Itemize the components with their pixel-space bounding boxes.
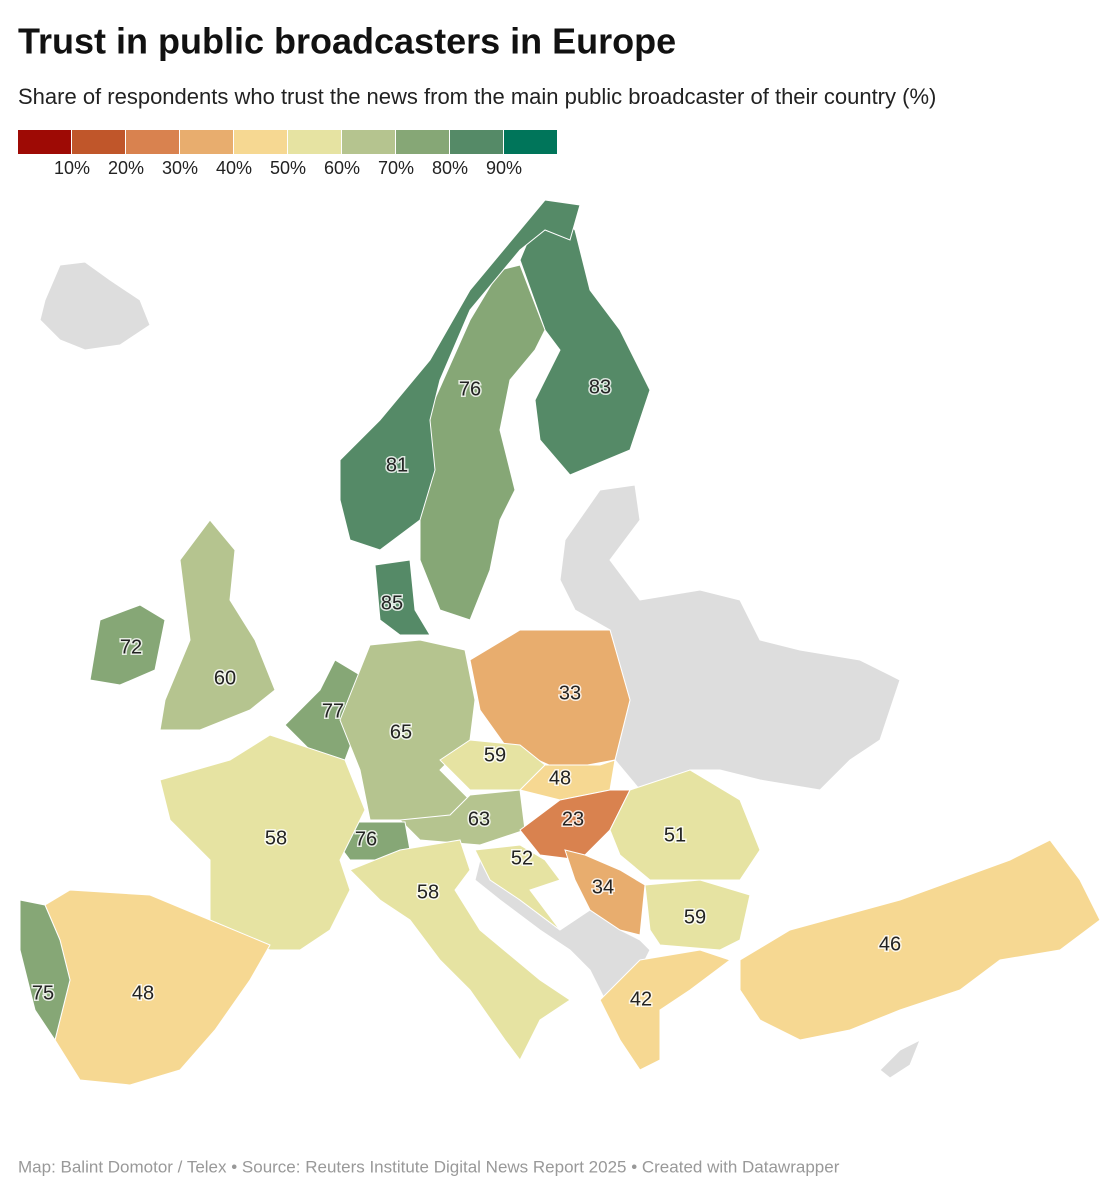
country-value: 65 — [390, 721, 412, 743]
country — [739, 839, 1101, 1041]
country-value: 59 — [684, 906, 706, 928]
country-value: 48 — [132, 982, 154, 1004]
background-countries — [39, 261, 921, 1079]
legend-tick-label: 20% — [108, 158, 144, 178]
country-value: 58 — [417, 881, 439, 903]
country-value: 76 — [459, 378, 481, 400]
legend-swatch — [342, 130, 395, 154]
country — [374, 559, 431, 636]
country-value: 63 — [468, 808, 490, 830]
legend-swatch — [180, 130, 233, 154]
country — [644, 879, 751, 951]
country-value: 77 — [322, 700, 344, 722]
country — [159, 519, 276, 731]
country-labels: 83 76 81 85 72 60 77 65 33 59 48 63 76 23 51 58 52 34 58 59… — [30, 375, 902, 1012]
country-value: 42 — [630, 988, 652, 1010]
legend-swatch — [72, 130, 125, 154]
legend-swatch — [450, 130, 503, 154]
legend-tick-label: 70% — [378, 158, 414, 178]
legend-swatch — [18, 130, 71, 154]
legend-tick-label: 90% — [486, 158, 522, 178]
country — [419, 264, 546, 621]
country-value: 58 — [265, 827, 287, 849]
country-value: 60 — [214, 667, 236, 689]
land — [39, 261, 151, 351]
country — [349, 839, 571, 1061]
country-value: 48 — [549, 767, 571, 789]
country-value: 83 — [589, 376, 611, 398]
country — [564, 849, 646, 936]
country — [474, 844, 561, 931]
legend-tick-label: 40% — [216, 158, 252, 178]
country-value: 76 — [355, 828, 377, 850]
legend-tick-label: 80% — [432, 158, 468, 178]
country — [398, 789, 526, 846]
legend-swatch — [504, 130, 557, 154]
legend-swatch — [288, 130, 341, 154]
country — [599, 949, 732, 1071]
country — [89, 604, 166, 686]
country-value: 51 — [664, 824, 686, 846]
country-value: 46 — [879, 933, 901, 955]
legend-swatch — [396, 130, 449, 154]
country — [339, 199, 581, 551]
country-value: 59 — [484, 744, 506, 766]
source: Map: Balint Domotor / Telex • Source: Re… — [18, 1157, 840, 1176]
legend-tick-label: 30% — [162, 158, 198, 178]
countries — [19, 199, 1101, 1086]
country-value: 75 — [32, 982, 54, 1004]
country — [519, 199, 651, 476]
land — [879, 1038, 921, 1079]
country-value: 33 — [559, 682, 581, 704]
legend-tick-label: 60% — [324, 158, 360, 178]
legend: 10% 20% 30% 40% 50% 60% 70% 80% 90% — [18, 130, 557, 178]
legend-swatch — [126, 130, 179, 154]
legend-tick-label: 50% — [270, 158, 306, 178]
country-value: 52 — [511, 847, 533, 869]
country — [609, 769, 761, 881]
country-value: 34 — [592, 876, 614, 898]
title: Trust in public broadcasters in Europe — [18, 21, 676, 62]
country-value: 85 — [381, 592, 403, 614]
subtitle: Share of respondents who trust the news … — [18, 84, 936, 109]
country — [19, 899, 71, 1042]
legend-swatch — [234, 130, 287, 154]
country — [159, 734, 366, 951]
country-value: 81 — [386, 454, 408, 476]
country-value: 23 — [562, 808, 584, 830]
country-value: 72 — [120, 636, 142, 658]
legend-tick-label: 10% — [54, 158, 90, 178]
